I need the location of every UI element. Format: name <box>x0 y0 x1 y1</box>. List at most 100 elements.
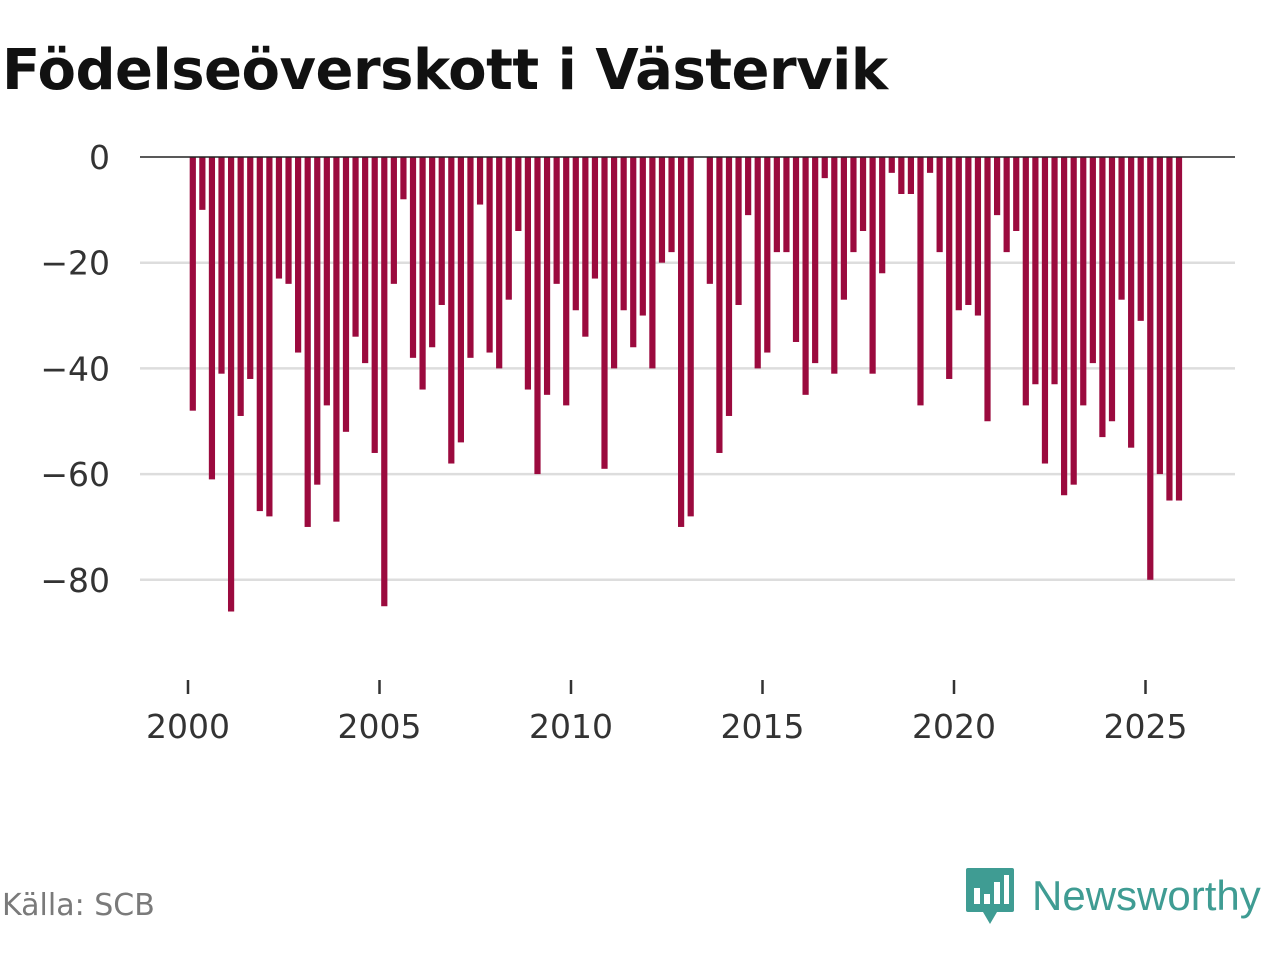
bar <box>716 157 723 453</box>
bar <box>419 157 426 390</box>
brand-logo[interactable]: Newsworthy <box>964 866 1261 926</box>
bar <box>1128 157 1135 448</box>
bar <box>706 157 713 284</box>
bar <box>783 157 790 253</box>
x-tick-label: 2000 <box>146 707 230 746</box>
bar <box>429 157 436 348</box>
x-tick-label: 2015 <box>721 707 805 746</box>
brand-name: Newsworthy <box>1032 872 1261 919</box>
bar <box>486 157 493 353</box>
bar <box>850 157 857 253</box>
bar <box>735 157 742 305</box>
bar <box>199 157 206 210</box>
bar <box>754 157 761 369</box>
bar <box>610 157 618 369</box>
bar <box>247 157 254 379</box>
bar <box>1108 157 1116 422</box>
bar <box>725 157 733 416</box>
bar <box>189 157 196 411</box>
y-tick-label: −40 <box>40 349 110 388</box>
bar <box>917 157 924 406</box>
bar <box>859 157 867 231</box>
bar <box>371 157 378 453</box>
bar <box>256 157 263 512</box>
x-tick-label: 2020 <box>912 707 996 746</box>
bar <box>639 157 646 316</box>
bar <box>946 157 953 379</box>
bar <box>984 157 991 422</box>
bar <box>1099 157 1106 438</box>
chart-area: 0 −20 −40 −60 −80 2000 2005 2010 2015 2020 2025 <box>40 138 1235 746</box>
bar <box>476 157 484 205</box>
bar <box>1070 157 1077 485</box>
bar <box>898 157 905 194</box>
bar <box>764 157 771 353</box>
bar <box>496 157 503 369</box>
x-tick-label: 2025 <box>1104 707 1188 746</box>
x-tick-label: 2010 <box>529 707 613 746</box>
bar <box>314 157 321 485</box>
bar <box>534 157 541 475</box>
bar <box>1032 157 1039 385</box>
bar <box>1041 157 1049 464</box>
bar <box>218 157 225 374</box>
bar <box>467 157 474 358</box>
bar <box>1003 157 1010 253</box>
bar <box>879 157 886 274</box>
bar <box>678 157 685 527</box>
bar <box>907 157 915 194</box>
y-axis: 0 −20 −40 −60 −80 <box>40 138 110 600</box>
bar <box>1156 157 1163 475</box>
bar <box>687 157 694 517</box>
bar <box>409 157 417 358</box>
bar <box>591 157 599 279</box>
y-tick-label: 0 <box>89 138 110 177</box>
bar <box>390 157 397 284</box>
bar <box>362 157 369 364</box>
bar <box>572 157 579 311</box>
bar <box>869 157 876 374</box>
bar <box>888 157 895 173</box>
bar <box>1022 157 1029 406</box>
bar <box>1175 157 1183 501</box>
bar <box>342 157 350 432</box>
y-tick-label: −20 <box>40 244 110 283</box>
x-axis: 2000 2005 2010 2015 2020 2025 <box>146 680 1187 746</box>
bar <box>802 157 809 395</box>
bar <box>840 157 847 300</box>
bar <box>649 157 656 369</box>
bar <box>352 157 359 337</box>
bar <box>812 157 819 364</box>
bar <box>323 157 330 406</box>
bar <box>515 157 522 231</box>
chart-title: Födelseöverskott i Västervik <box>2 38 888 103</box>
bar <box>457 157 464 443</box>
bar <box>1118 157 1125 300</box>
bar <box>974 157 982 316</box>
bar <box>333 157 340 522</box>
bar <box>237 157 244 416</box>
bar <box>582 157 589 337</box>
bar-series <box>189 157 1183 612</box>
bar <box>831 157 838 374</box>
bar <box>1061 157 1068 496</box>
bar <box>448 157 455 464</box>
bar <box>208 157 216 480</box>
bar <box>620 157 627 311</box>
bar <box>601 157 608 469</box>
bar <box>773 157 780 253</box>
source-note: Källa: SCB <box>2 888 155 923</box>
bar <box>630 157 637 348</box>
y-tick-label: −80 <box>40 561 110 600</box>
bar <box>745 157 752 216</box>
bar <box>936 157 943 253</box>
bar <box>304 157 311 527</box>
bar <box>1051 157 1058 385</box>
bar <box>543 157 551 395</box>
bar <box>285 157 292 284</box>
bar <box>1080 157 1087 406</box>
bar <box>821 157 828 179</box>
bar <box>438 157 445 305</box>
newsworthy-logo-icon <box>966 868 1014 924</box>
bar <box>965 157 972 305</box>
